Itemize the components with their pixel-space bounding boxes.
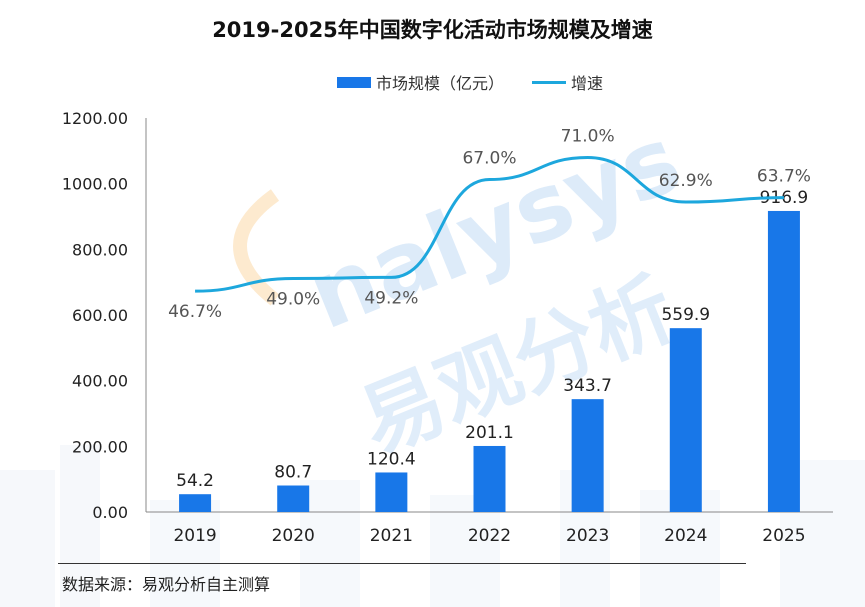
bar-2023 [571,399,604,512]
bar-2022 [473,445,506,512]
legend-item-growth: 增速 [532,70,603,94]
bar-value-label: 120.4 [367,449,416,469]
y-tick-label: 600.00 [72,306,128,325]
bar-2021 [375,472,408,512]
source-note: 数据来源：易观分析自主测算 [62,575,271,594]
growth-rate-labels: 46.7% 49.0% 49.2% 67.0% 71.0% 62.9% 63.7% [168,127,811,323]
y-tick-label: 400.00 [72,372,128,391]
bar-value-label: 201.1 [465,423,514,443]
bar-2024 [669,328,702,512]
background-skyline [0,445,865,607]
x-tick-label: 2021 [370,526,413,546]
y-tick-label: 1200.00 [62,109,128,128]
bar-value-label: 343.7 [563,376,612,396]
y-tick-label: 1000.00 [62,175,128,194]
y-tick-label: 0.00 [92,503,128,522]
x-tick-label: 2023 [566,526,609,546]
legend-line-swatch [532,80,567,84]
bar-value-label: 559.9 [661,305,710,325]
legend-label-market-size: 市场规模（亿元） [376,74,505,93]
x-tick-label: 2024 [664,526,707,546]
growth-value-label: 49.0% [266,290,320,310]
chart-title: 2019-2025年中国数字化活动市场规模及增速 [212,18,653,42]
source-divider [58,563,746,564]
bar-2020 [277,485,310,512]
bar-series [179,210,800,512]
growth-value-label: 67.0% [462,149,516,169]
bar-value-label: 80.7 [274,463,312,483]
y-axis-labels: 0.00 200.00 400.00 600.00 800.00 1000.00 1200.… [62,109,128,522]
growth-value-label: 46.7% [168,302,222,322]
growth-value-label: 62.9% [659,171,713,191]
x-tick-label: 2022 [468,526,511,546]
growth-value-label: 49.2% [364,288,418,308]
y-tick-label: 800.00 [72,240,128,259]
bar-2019 [179,494,212,512]
watermark-logo-arc [233,189,280,306]
x-tick-label: 2019 [173,526,216,546]
bar-value-label: 54.2 [176,471,214,491]
legend-item-market-size: 市场规模（亿元） [337,70,504,94]
bar-2025 [767,210,800,512]
growth-value-label: 63.7% [757,167,811,187]
growth-value-label: 71.0% [561,127,615,147]
y-tick-label: 200.00 [72,437,128,456]
legend: 市场规模（亿元） 增速 [337,70,631,94]
x-tick-label: 2020 [272,526,315,546]
legend-label-growth: 增速 [571,74,604,93]
legend-bar-swatch [337,76,371,88]
x-axis-labels: 2019 2020 2021 2022 2023 2024 2025 [173,526,805,546]
growth-rate-line [195,155,784,293]
x-tick-label: 2025 [762,526,805,546]
